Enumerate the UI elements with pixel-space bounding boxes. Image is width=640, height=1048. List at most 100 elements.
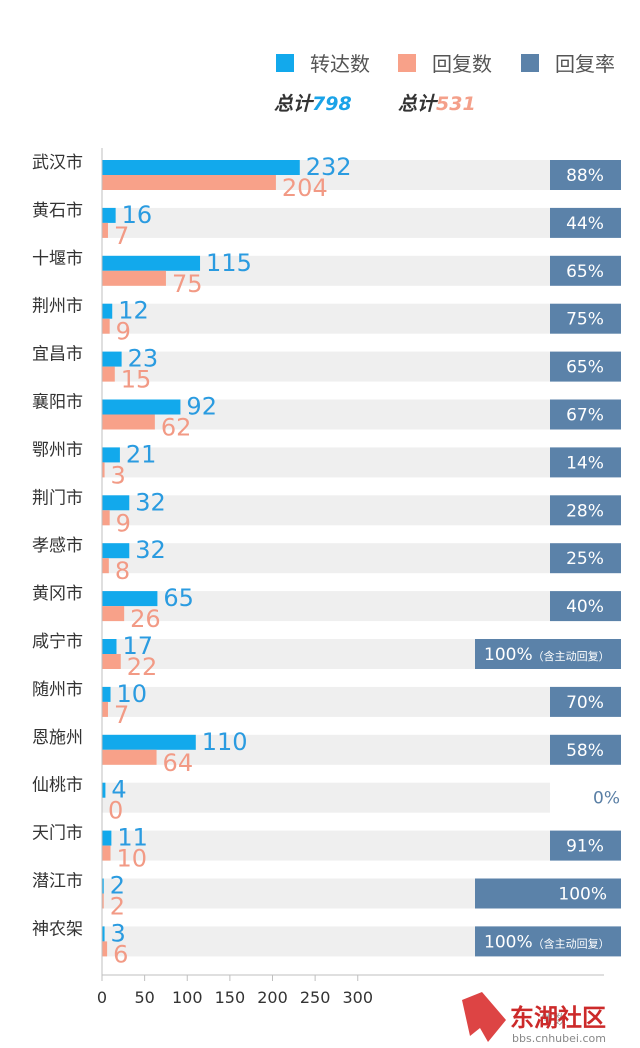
value-label-sent: 232 — [306, 153, 352, 181]
row-track — [102, 830, 550, 861]
category-label: 十堰市 — [32, 249, 83, 269]
rate-box — [550, 495, 621, 526]
rate-box — [475, 639, 621, 669]
x-tick-label: 100 — [172, 988, 203, 1007]
bar-reply — [102, 941, 108, 957]
value-label-reply: 26 — [130, 605, 161, 633]
chart-row: 孝感市 328 25% — [32, 536, 621, 585]
legend-label-reply: 回复数 — [432, 52, 492, 76]
category-label: 潜江市 — [32, 872, 83, 892]
bar-reply — [102, 270, 166, 286]
total-sent: 总计798 — [274, 93, 352, 115]
total-sent-prefix: 总计 — [274, 93, 315, 115]
total-reply: 总计531 — [398, 93, 476, 115]
value-label-sent: 16 — [122, 201, 153, 229]
chart-row: 荆州市 129 75% — [32, 297, 621, 346]
x-tick-label: 250 — [300, 988, 331, 1007]
value-label-sent: 11 — [117, 824, 148, 852]
rate-label: 65% — [566, 262, 604, 282]
category-label: 荆门市 — [32, 488, 83, 508]
watermark-logo-icon — [462, 992, 506, 1042]
bar-reply — [102, 366, 115, 382]
category-label: 咸宁市 — [32, 632, 83, 652]
category-label: 恩施州 — [32, 728, 83, 748]
bar-sent — [102, 255, 201, 271]
category-label: 随州市 — [32, 680, 83, 700]
bar-sent — [102, 639, 117, 654]
rate-box — [550, 207, 621, 238]
value-label-sent: 110 — [202, 728, 248, 756]
rate-box — [550, 255, 621, 286]
watermark-url: bbs.cnhubei.com — [512, 1032, 606, 1045]
category-label: 襄阳市 — [32, 392, 83, 413]
row-track — [102, 495, 550, 526]
bar-sent — [102, 734, 196, 750]
rate-box — [550, 830, 621, 861]
rate-label: 0% — [593, 789, 620, 809]
rate-label: 100% — [558, 885, 607, 905]
bar-sent — [102, 351, 122, 367]
value-label-reply: 8 — [115, 557, 130, 585]
category-label: 荆州市 — [32, 297, 83, 317]
chart-row: 鄂州市 213 14% — [32, 440, 621, 489]
bar-reply — [102, 414, 155, 430]
bar-reply — [102, 845, 111, 861]
row-track — [102, 351, 550, 382]
value-label-reply: 9 — [116, 318, 131, 346]
bar-reply — [102, 701, 108, 717]
legend-swatch-reply — [398, 54, 416, 72]
rate-box — [550, 591, 621, 622]
watermark: 东湖社区 bbs.cnhubei.com — [462, 992, 606, 1045]
value-label-sent: 12 — [118, 297, 149, 325]
bar-sent — [102, 782, 106, 798]
value-label-sent: 32 — [135, 536, 166, 564]
value-label-reply: 15 — [121, 366, 152, 394]
row-track — [102, 782, 550, 813]
rate-label: 67% — [566, 406, 604, 426]
bar-sent — [102, 830, 112, 846]
rate-label: 100%（含主动回复） — [484, 932, 610, 952]
rate-box — [475, 878, 621, 909]
row-track — [102, 686, 550, 717]
legend: 转达数 回复数 回复率 — [276, 52, 615, 76]
row-track — [102, 207, 550, 238]
legend-label-sent: 转达数 — [310, 52, 370, 76]
rate-box — [550, 686, 621, 717]
bar-sent — [102, 878, 104, 894]
rate-label: 88% — [566, 166, 604, 186]
row-track — [102, 447, 550, 478]
total-reply-value: 531 — [436, 93, 476, 115]
category-label: 孝感市 — [32, 536, 83, 556]
chart-row: 黄石市 167 44% — [32, 201, 621, 250]
rate-box — [550, 734, 621, 765]
bar-reply — [102, 654, 121, 669]
bar-sent — [102, 399, 181, 415]
x-tick-label: 50 — [134, 988, 154, 1007]
chart-row: 恩施州 110 64 58% — [32, 728, 621, 777]
chart-row: 荆门市 329 28% — [32, 488, 621, 537]
legend-swatch-rate — [521, 54, 539, 72]
category-label: 宜昌市 — [32, 345, 83, 365]
chart-row: 随州市 107 70% — [32, 680, 621, 729]
row-track — [102, 543, 550, 574]
bar-reply — [102, 318, 110, 334]
value-label-reply: 7 — [114, 701, 129, 729]
chart-row: 神农架 36 100%（含主动回复） — [32, 919, 621, 968]
value-label-sent: 4 — [111, 776, 126, 804]
rate-box — [550, 543, 621, 574]
bar-reply — [102, 462, 105, 478]
bar-reply — [102, 606, 125, 622]
bar-sent — [102, 591, 158, 607]
value-label-sent: 21 — [126, 440, 157, 468]
total-sent-value: 798 — [312, 93, 352, 115]
value-label-reply: 10 — [117, 845, 148, 873]
value-label-sent: 10 — [117, 680, 148, 708]
value-label-reply: 0 — [108, 797, 123, 825]
value-label-sent: 17 — [122, 632, 153, 660]
bar-sent — [102, 160, 300, 175]
